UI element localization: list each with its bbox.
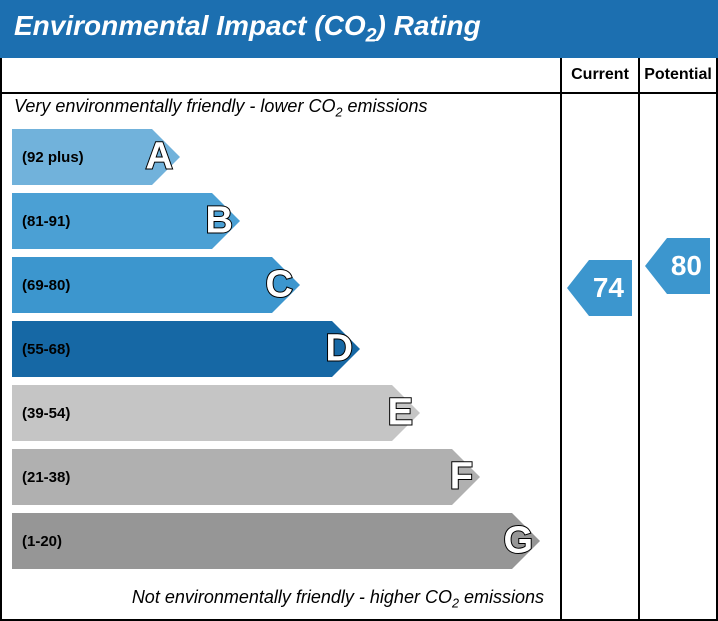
note-bottom: Not environmentally friendly - higher CO…	[12, 583, 560, 613]
bands-wrap: (92 plus) A (81-91) B (69-80) C (55-68) D (39-54…	[12, 123, 560, 583]
bar-D: (55-68)D	[12, 321, 332, 377]
potential-column: Potential 80	[638, 58, 716, 619]
current-pointer-value: 74	[589, 260, 632, 316]
current-column: Current 74	[560, 58, 638, 619]
current-pointer: 74	[567, 260, 638, 316]
letter-F: F	[450, 456, 474, 499]
bands-column: Very environmentally friendly - lower CO…	[2, 58, 560, 619]
potential-pointer: 80	[645, 238, 716, 294]
band-E: (39-54) E	[12, 385, 560, 441]
band-G: (1-20) G	[12, 513, 560, 569]
range-B: (81-91)	[12, 213, 70, 230]
range-D: (55-68)	[12, 341, 70, 358]
letter-D: D	[326, 328, 354, 371]
letter-B: B	[206, 200, 234, 243]
header-potential: Potential	[640, 58, 716, 94]
letter-A: A	[146, 136, 174, 179]
bar-B: (81-91)B	[12, 193, 212, 249]
range-F: (21-38)	[12, 469, 70, 486]
range-C: (69-80)	[12, 277, 70, 294]
bar-C: (69-80)C	[12, 257, 272, 313]
chart-title: Environmental Impact (CO2) Rating	[0, 0, 718, 58]
letter-C: C	[266, 264, 294, 307]
chart-frame: Very environmentally friendly - lower CO…	[0, 58, 718, 621]
header-current: Current	[562, 58, 638, 94]
band-A: (92 plus) A	[12, 129, 560, 185]
bands-header-spacer	[2, 64, 560, 94]
note-top: Very environmentally friendly - lower CO…	[12, 94, 560, 124]
range-A: (92 plus)	[12, 149, 84, 166]
bar-G: (1-20)G	[12, 513, 512, 569]
potential-pointer-value: 80	[667, 238, 710, 294]
range-G: (1-20)	[12, 533, 62, 550]
band-F: (21-38) F	[12, 449, 560, 505]
range-E: (39-54)	[12, 405, 70, 422]
bar-A: (92 plus)A	[12, 129, 152, 185]
bar-E: (39-54)E	[12, 385, 392, 441]
bar-F: (21-38)F	[12, 449, 452, 505]
letter-G: G	[503, 520, 534, 563]
letter-E: E	[388, 392, 414, 435]
band-B: (81-91) B	[12, 193, 560, 249]
band-C: (69-80) C	[12, 257, 560, 313]
band-D: (55-68) D	[12, 321, 560, 377]
